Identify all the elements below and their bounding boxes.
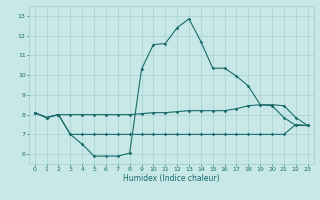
X-axis label: Humidex (Indice chaleur): Humidex (Indice chaleur) xyxy=(123,174,220,183)
